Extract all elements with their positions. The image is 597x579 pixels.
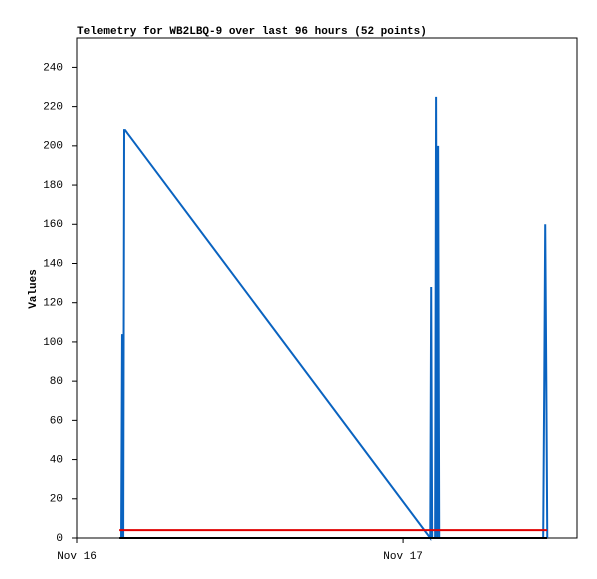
- y-tick-label: 200: [43, 141, 63, 153]
- y-tick-label: 120: [43, 298, 63, 310]
- y-tick-label: 20: [50, 494, 63, 506]
- plot-frame: [76, 37, 578, 539]
- y-tick-label: 80: [50, 376, 63, 388]
- y-tick-label: 180: [43, 180, 63, 192]
- y-tick-label: 140: [43, 258, 63, 270]
- y-tick-label: 40: [50, 454, 63, 466]
- y-tick-label: 0: [56, 533, 63, 545]
- y-tick-label: 240: [43, 62, 63, 74]
- y-tick-label: 60: [50, 415, 63, 427]
- y-tick-label: 100: [43, 337, 63, 349]
- y-tick-label: 220: [43, 102, 63, 114]
- y-axis-label: Values: [28, 269, 40, 309]
- y-tick-label: 160: [43, 219, 63, 231]
- series-line: [120, 96, 549, 541]
- x-tick-label: Nov 17: [383, 551, 423, 563]
- chart-title: Telemetry for WB2LBQ-9 over last 96 hour…: [77, 26, 427, 38]
- x-tick-label: Nov 16: [57, 551, 97, 563]
